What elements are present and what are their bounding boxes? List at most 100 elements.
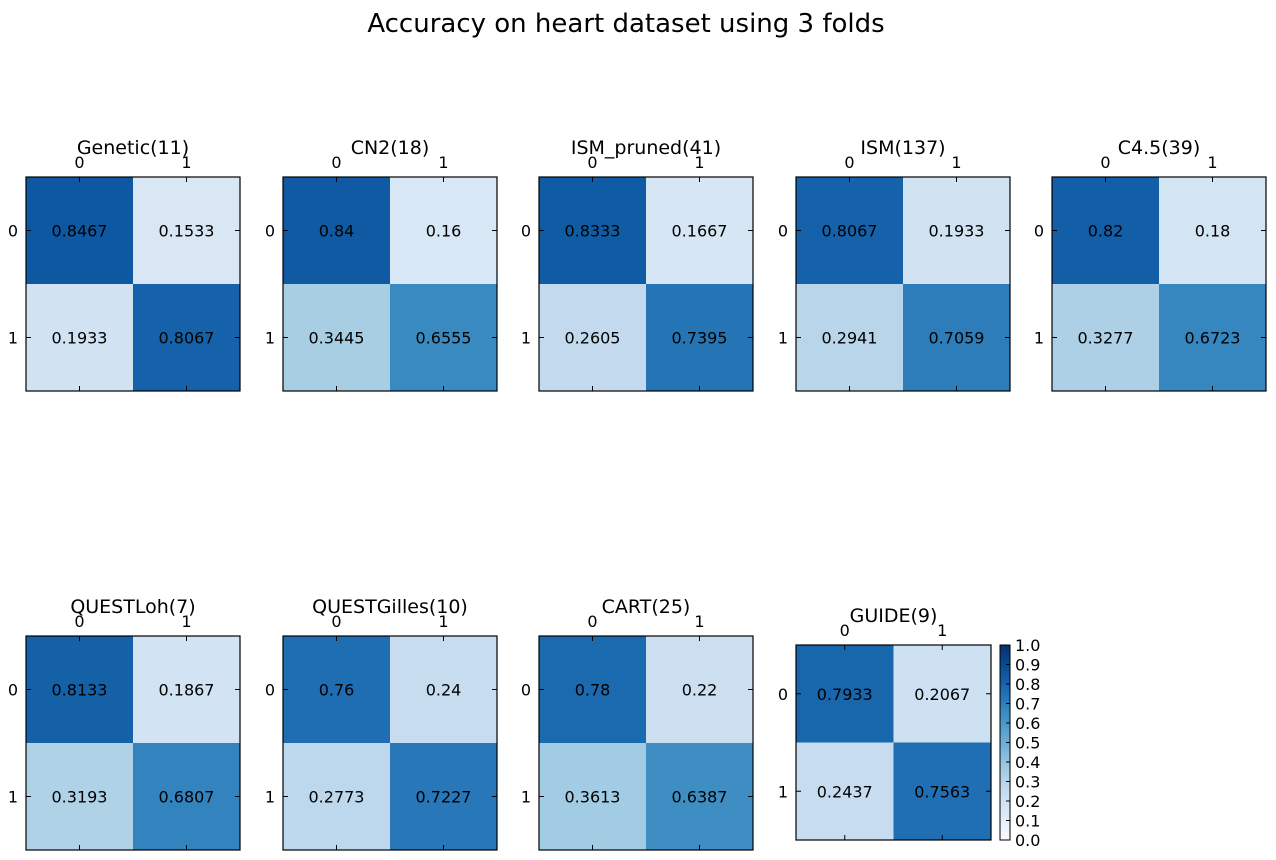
panel-title: ISM_pruned(41)	[571, 137, 721, 159]
heatmap-cell	[133, 636, 240, 743]
confusion-panel: 0.8067 0.1933 0.2941 0.7059 0 0 1 1 ISM(137)	[778, 137, 1011, 392]
cell-value-label: 0.16	[426, 222, 462, 241]
axes-frame	[538, 635, 754, 851]
cell-value-label: 0.8133	[52, 681, 108, 700]
y-tick-label: 1	[521, 788, 531, 807]
x-tick-label: 1	[694, 612, 704, 631]
heatmap-cell	[796, 284, 903, 391]
heatmap-cell	[646, 636, 753, 743]
cell-value-label: 0.1533	[159, 222, 215, 241]
confusion-panel: 0.82 0.18 0.3277 0.6723 0 0 1 1 C4.5(39)	[1034, 137, 1267, 392]
x-tick-label: 0	[331, 153, 341, 172]
heatmap-cell	[646, 284, 753, 391]
x-tick-label: 1	[694, 153, 704, 172]
y-tick-label: 0	[265, 222, 275, 241]
cell-value-label: 0.6807	[159, 788, 215, 807]
colorbar-tick-label: 0.4	[1015, 753, 1040, 772]
colorbar-tick-label: 0.3	[1015, 773, 1040, 792]
cell-value-label: 0.82	[1088, 222, 1124, 241]
y-tick-label: 0	[8, 681, 18, 700]
heatmap-cell	[283, 177, 390, 284]
heatmap-cell	[893, 742, 991, 840]
x-tick-label: 1	[438, 153, 448, 172]
heatmap-cell	[390, 743, 497, 850]
y-tick-label: 1	[8, 329, 18, 348]
panel-title: GUIDE(9)	[850, 605, 938, 627]
x-tick-label: 1	[181, 612, 191, 631]
cell-value-label: 0.7395	[672, 329, 728, 348]
panel-title: CN2(18)	[351, 137, 430, 159]
colorbar-tick-label: 0.9	[1015, 656, 1040, 675]
colorbar-tick-label: 0.2	[1015, 792, 1040, 811]
figure-title: Accuracy on heart dataset using 3 folds	[367, 9, 884, 39]
colorbar-tick-label: 0.1	[1015, 812, 1040, 831]
cell-value-label: 0.1933	[52, 329, 108, 348]
colorbar-tick-label: 1.0	[1015, 636, 1040, 655]
x-tick-label: 0	[74, 612, 84, 631]
x-tick-label: 0	[1100, 153, 1110, 172]
heatmap-cell	[903, 177, 1010, 284]
cell-value-label: 0.7563	[914, 782, 970, 801]
cell-value-label: 0.2605	[565, 329, 621, 348]
y-tick-label: 1	[265, 329, 275, 348]
y-tick-label: 1	[778, 782, 788, 801]
y-tick-label: 1	[265, 788, 275, 807]
axes-frame	[25, 635, 241, 851]
axes-frame	[1051, 176, 1267, 392]
heatmap-cell	[283, 284, 390, 391]
y-tick-label: 0	[1034, 222, 1044, 241]
cell-value-label: 0.3613	[565, 788, 621, 807]
cell-value-label: 0.7227	[416, 788, 472, 807]
cell-value-label: 0.1667	[672, 222, 728, 241]
panel-title: C4.5(39)	[1118, 137, 1201, 159]
y-tick-label: 1	[8, 788, 18, 807]
colorbar-tick-label: 0.7	[1015, 695, 1040, 714]
y-tick-label: 0	[778, 222, 788, 241]
heatmap-cell	[26, 177, 133, 284]
x-tick-label: 0	[74, 153, 84, 172]
cell-value-label: 0.7059	[929, 329, 985, 348]
heatmap-cell	[1159, 284, 1266, 391]
x-tick-label: 1	[181, 153, 191, 172]
panel-title: QUESTGilles(10)	[312, 596, 468, 618]
heatmap-cell	[390, 636, 497, 743]
heatmap-cell	[283, 743, 390, 850]
heatmap-cell	[26, 284, 133, 391]
heatmap-cell	[539, 636, 646, 743]
cell-value-label: 0.8067	[159, 329, 215, 348]
heatmap-cell	[26, 636, 133, 743]
heatmap-cell	[1052, 284, 1159, 391]
heatmap-cell	[796, 645, 894, 743]
cell-value-label: 0.18	[1195, 222, 1231, 241]
y-tick-label: 1	[521, 329, 531, 348]
heatmap-cell	[646, 177, 753, 284]
cell-value-label: 0.78	[575, 681, 611, 700]
colorbar-tick-label: 0.0	[1015, 831, 1040, 850]
heatmap-cell	[796, 177, 903, 284]
colorbar: 0.00.10.20.30.40.50.60.70.80.91.0	[999, 636, 1040, 850]
colorbar-tick-label: 0.5	[1015, 734, 1040, 753]
colorbar-tick-label: 0.6	[1015, 714, 1040, 733]
cell-value-label: 0.8333	[565, 222, 621, 241]
axes-frame	[282, 635, 498, 851]
heatmap-cell	[1052, 177, 1159, 284]
x-tick-label: 1	[951, 153, 961, 172]
axes-frame	[538, 176, 754, 392]
y-tick-label: 0	[521, 681, 531, 700]
heatmap-cell	[390, 284, 497, 391]
heatmap-cell	[133, 743, 240, 850]
x-tick-label: 1	[1207, 153, 1217, 172]
x-tick-label: 0	[587, 612, 597, 631]
cell-value-label: 0.3277	[1078, 329, 1134, 348]
x-tick-label: 1	[438, 612, 448, 631]
cell-value-label: 0.24	[426, 681, 462, 700]
panel-title: CART(25)	[602, 596, 691, 618]
y-tick-label: 0	[778, 685, 788, 704]
cell-value-label: 0.76	[319, 681, 355, 700]
cell-value-label: 0.2941	[822, 329, 878, 348]
